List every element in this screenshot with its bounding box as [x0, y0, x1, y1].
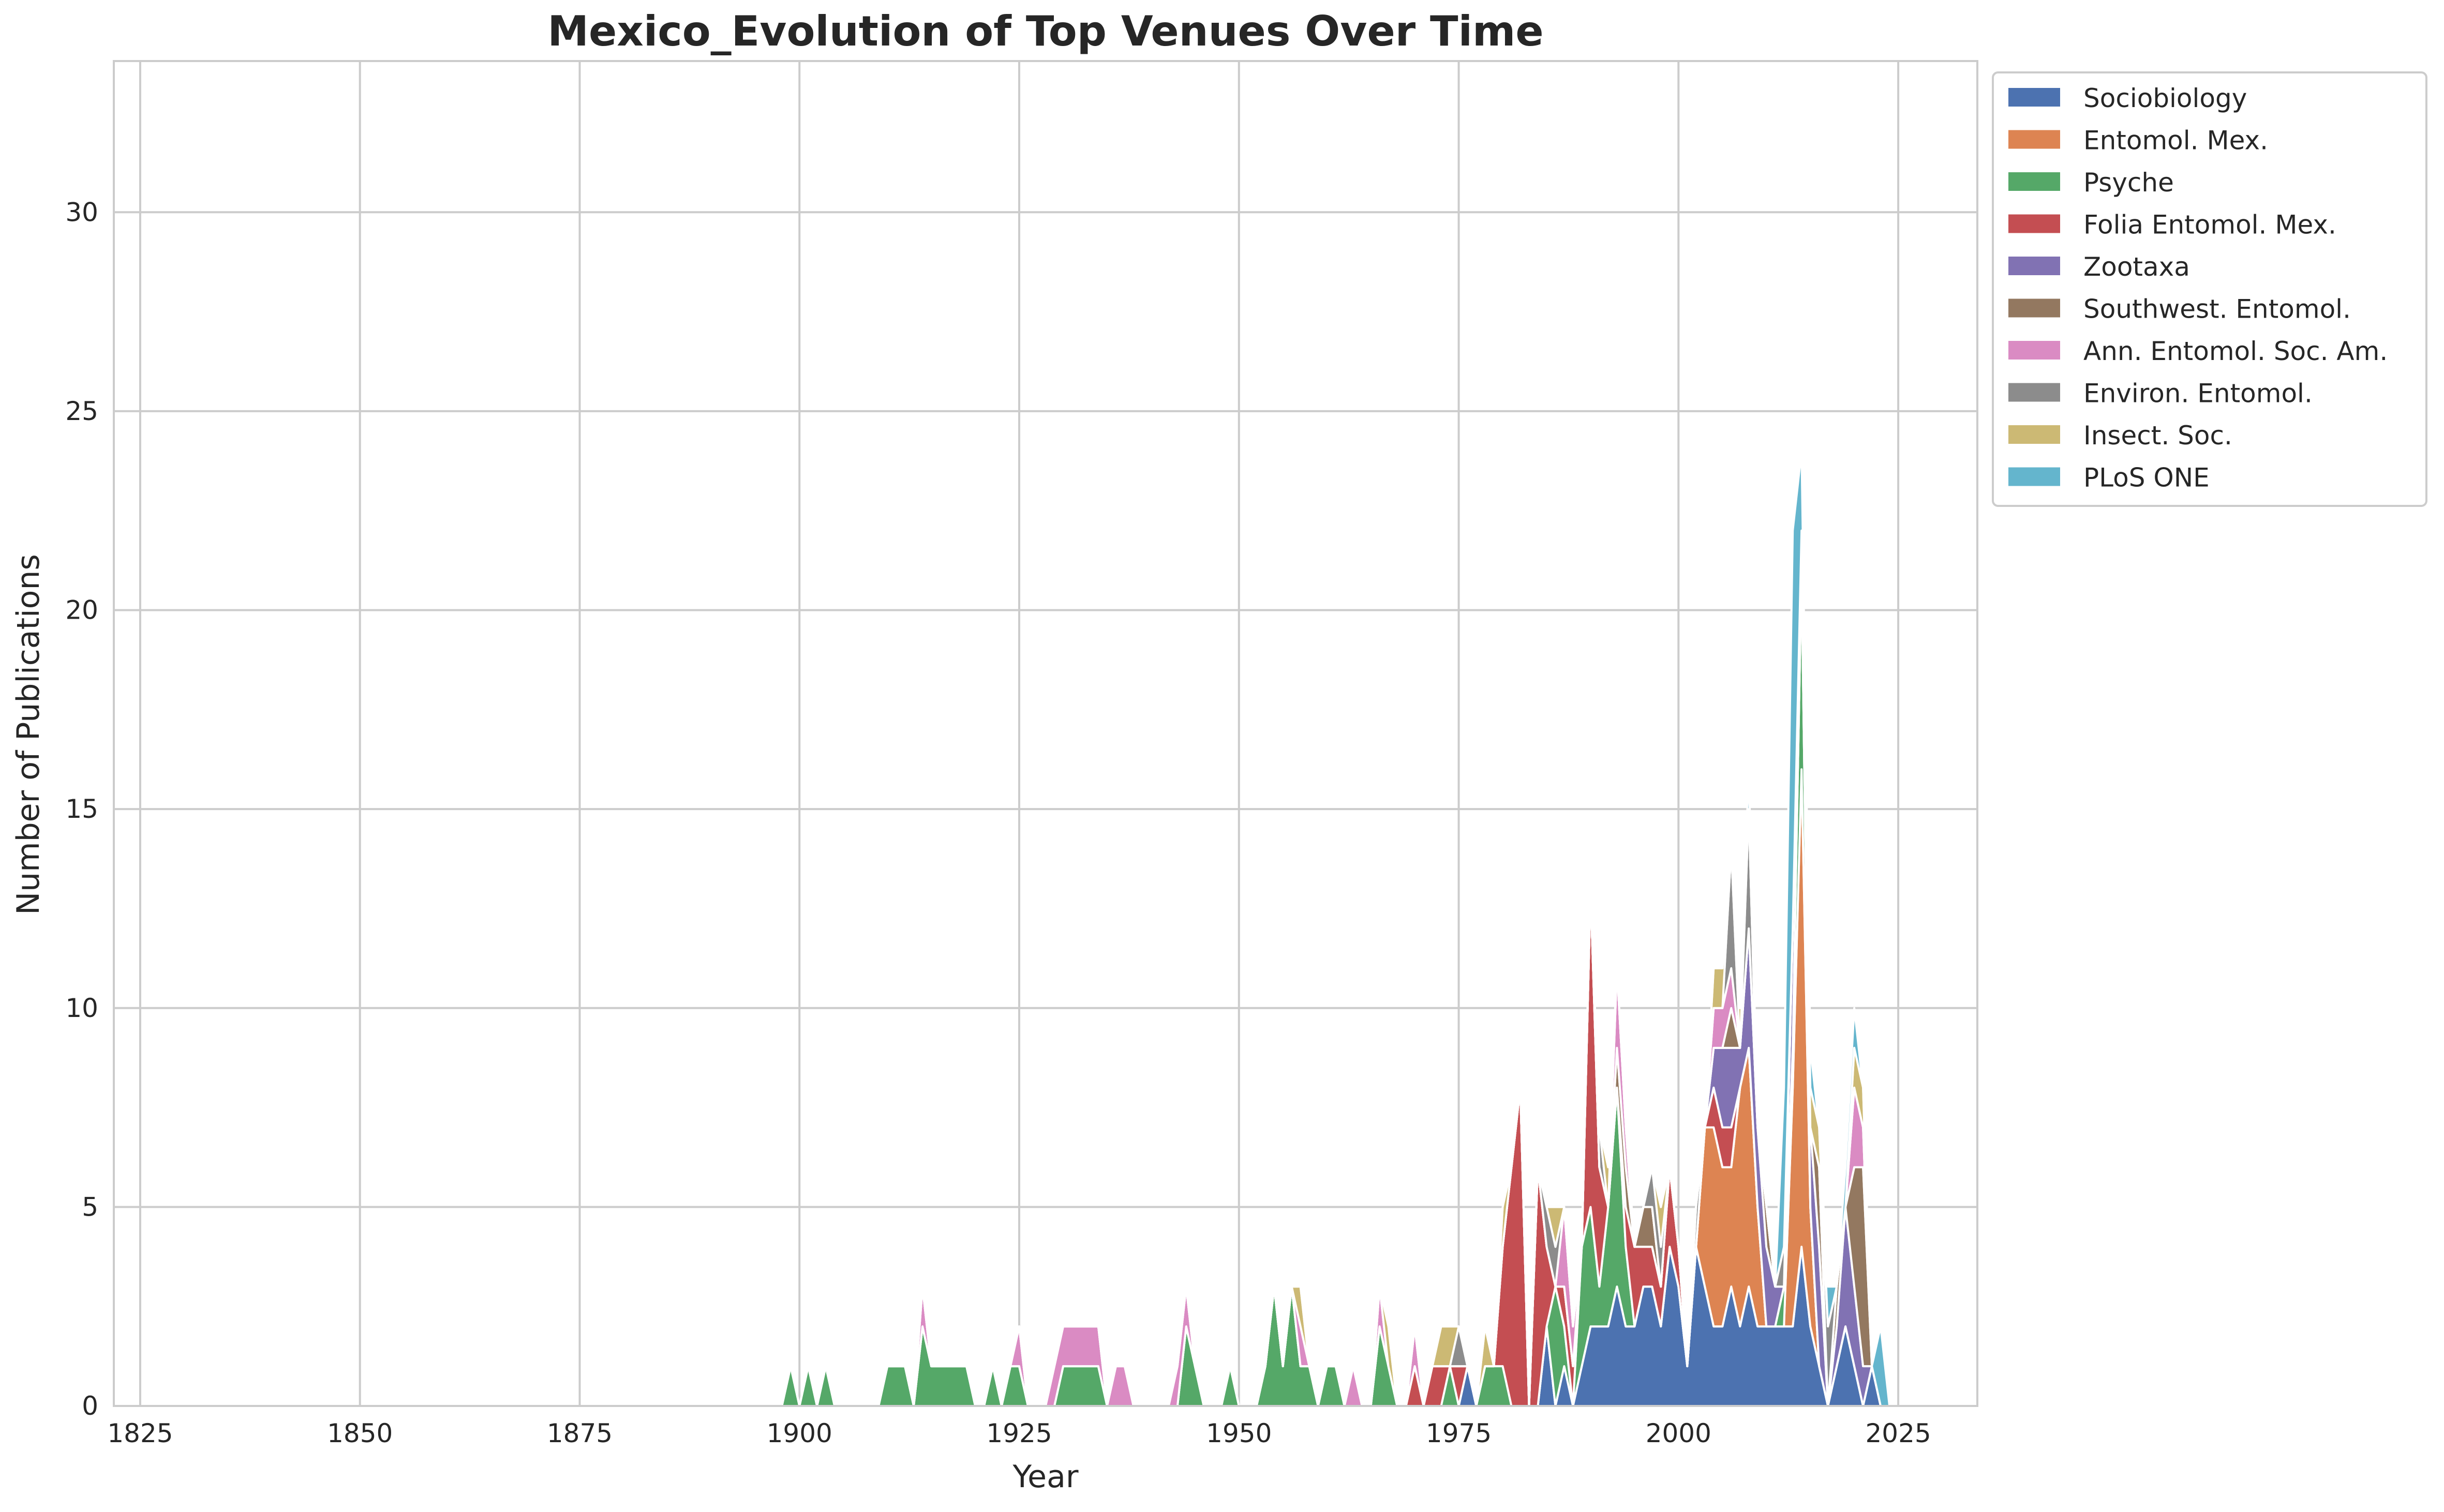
- y-tick-label: 30: [65, 197, 98, 227]
- x-tick-label: 1900: [767, 1418, 832, 1448]
- legend-label-insect-soc: Insect. Soc.: [2083, 421, 2232, 451]
- y-tick-label: 25: [65, 396, 98, 426]
- y-tick-label: 20: [65, 595, 98, 625]
- legend-label-sociobiology: Sociobiology: [2083, 83, 2247, 113]
- legend-swatch-sociobiology: [2008, 88, 2060, 107]
- legend-swatch-entomol-mex: [2008, 130, 2060, 149]
- y-tick-label: 0: [82, 1391, 98, 1421]
- legend-label-plos-one: PLoS ONE: [2083, 463, 2210, 493]
- legend-box: [1992, 71, 2427, 507]
- y-tick-label: 5: [82, 1192, 98, 1222]
- legend-swatch-insect-soc: [2008, 425, 2060, 444]
- x-tick-label: 2000: [1646, 1418, 1711, 1448]
- legend-swatch-folia-entomol-mex: [2008, 214, 2060, 233]
- tick-labels: 1825 1850 1875 1900 1925 1950 1975 2000 20250510…: [65, 197, 1931, 1448]
- legend-label-psyche: Psyche: [2083, 168, 2174, 198]
- x-tick-label: 1875: [547, 1418, 613, 1448]
- legend-swatch-zootaxa: [2008, 257, 2060, 275]
- legend-swatch-psyche: [2008, 172, 2060, 191]
- legend-label-environ-entomol: Environ. Entomol.: [2083, 379, 2313, 409]
- y-tick-label: 10: [65, 993, 98, 1023]
- x-tick-label: 1850: [327, 1418, 393, 1448]
- x-axis-label: Year: [1012, 1459, 1078, 1495]
- legend-label-folia-entomol-mex: Folia Entomol. Mex.: [2083, 210, 2336, 240]
- legend-swatch-southwest-entomol: [2008, 298, 2060, 318]
- legend: Sociobiology Entomol. Mex. Psyche Folia Ent…: [1992, 71, 2427, 507]
- legend-label-zootaxa: Zootaxa: [2083, 252, 2190, 282]
- x-tick-label: 2025: [1865, 1418, 1931, 1448]
- x-tick-label: 1975: [1426, 1418, 1492, 1448]
- plot-frame: [113, 60, 1978, 1407]
- legend-label-southwest-entomol: Southwest. Entomol.: [2083, 294, 2351, 324]
- x-tick-label: 1825: [107, 1418, 173, 1448]
- y-tick-label: 15: [65, 794, 98, 824]
- legend-swatch-plos-one: [2008, 467, 2060, 486]
- legend-label-ann-entomol-soc-am: Ann. Entomol. Soc. Am.: [2083, 336, 2388, 366]
- x-tick-label: 1950: [1206, 1418, 1272, 1448]
- legend-swatch-environ-entomol: [2008, 383, 2060, 402]
- y-axis-label: Number of Publications: [10, 554, 47, 915]
- x-tick-label: 1925: [986, 1418, 1052, 1448]
- legend-swatch-ann-entomol-soc-am: [2008, 341, 2060, 360]
- chart-title: Mexico_Evolution of Top Venues Over Time: [547, 7, 1543, 55]
- legend-label-entomol-mex: Entomol. Mex.: [2083, 126, 2268, 156]
